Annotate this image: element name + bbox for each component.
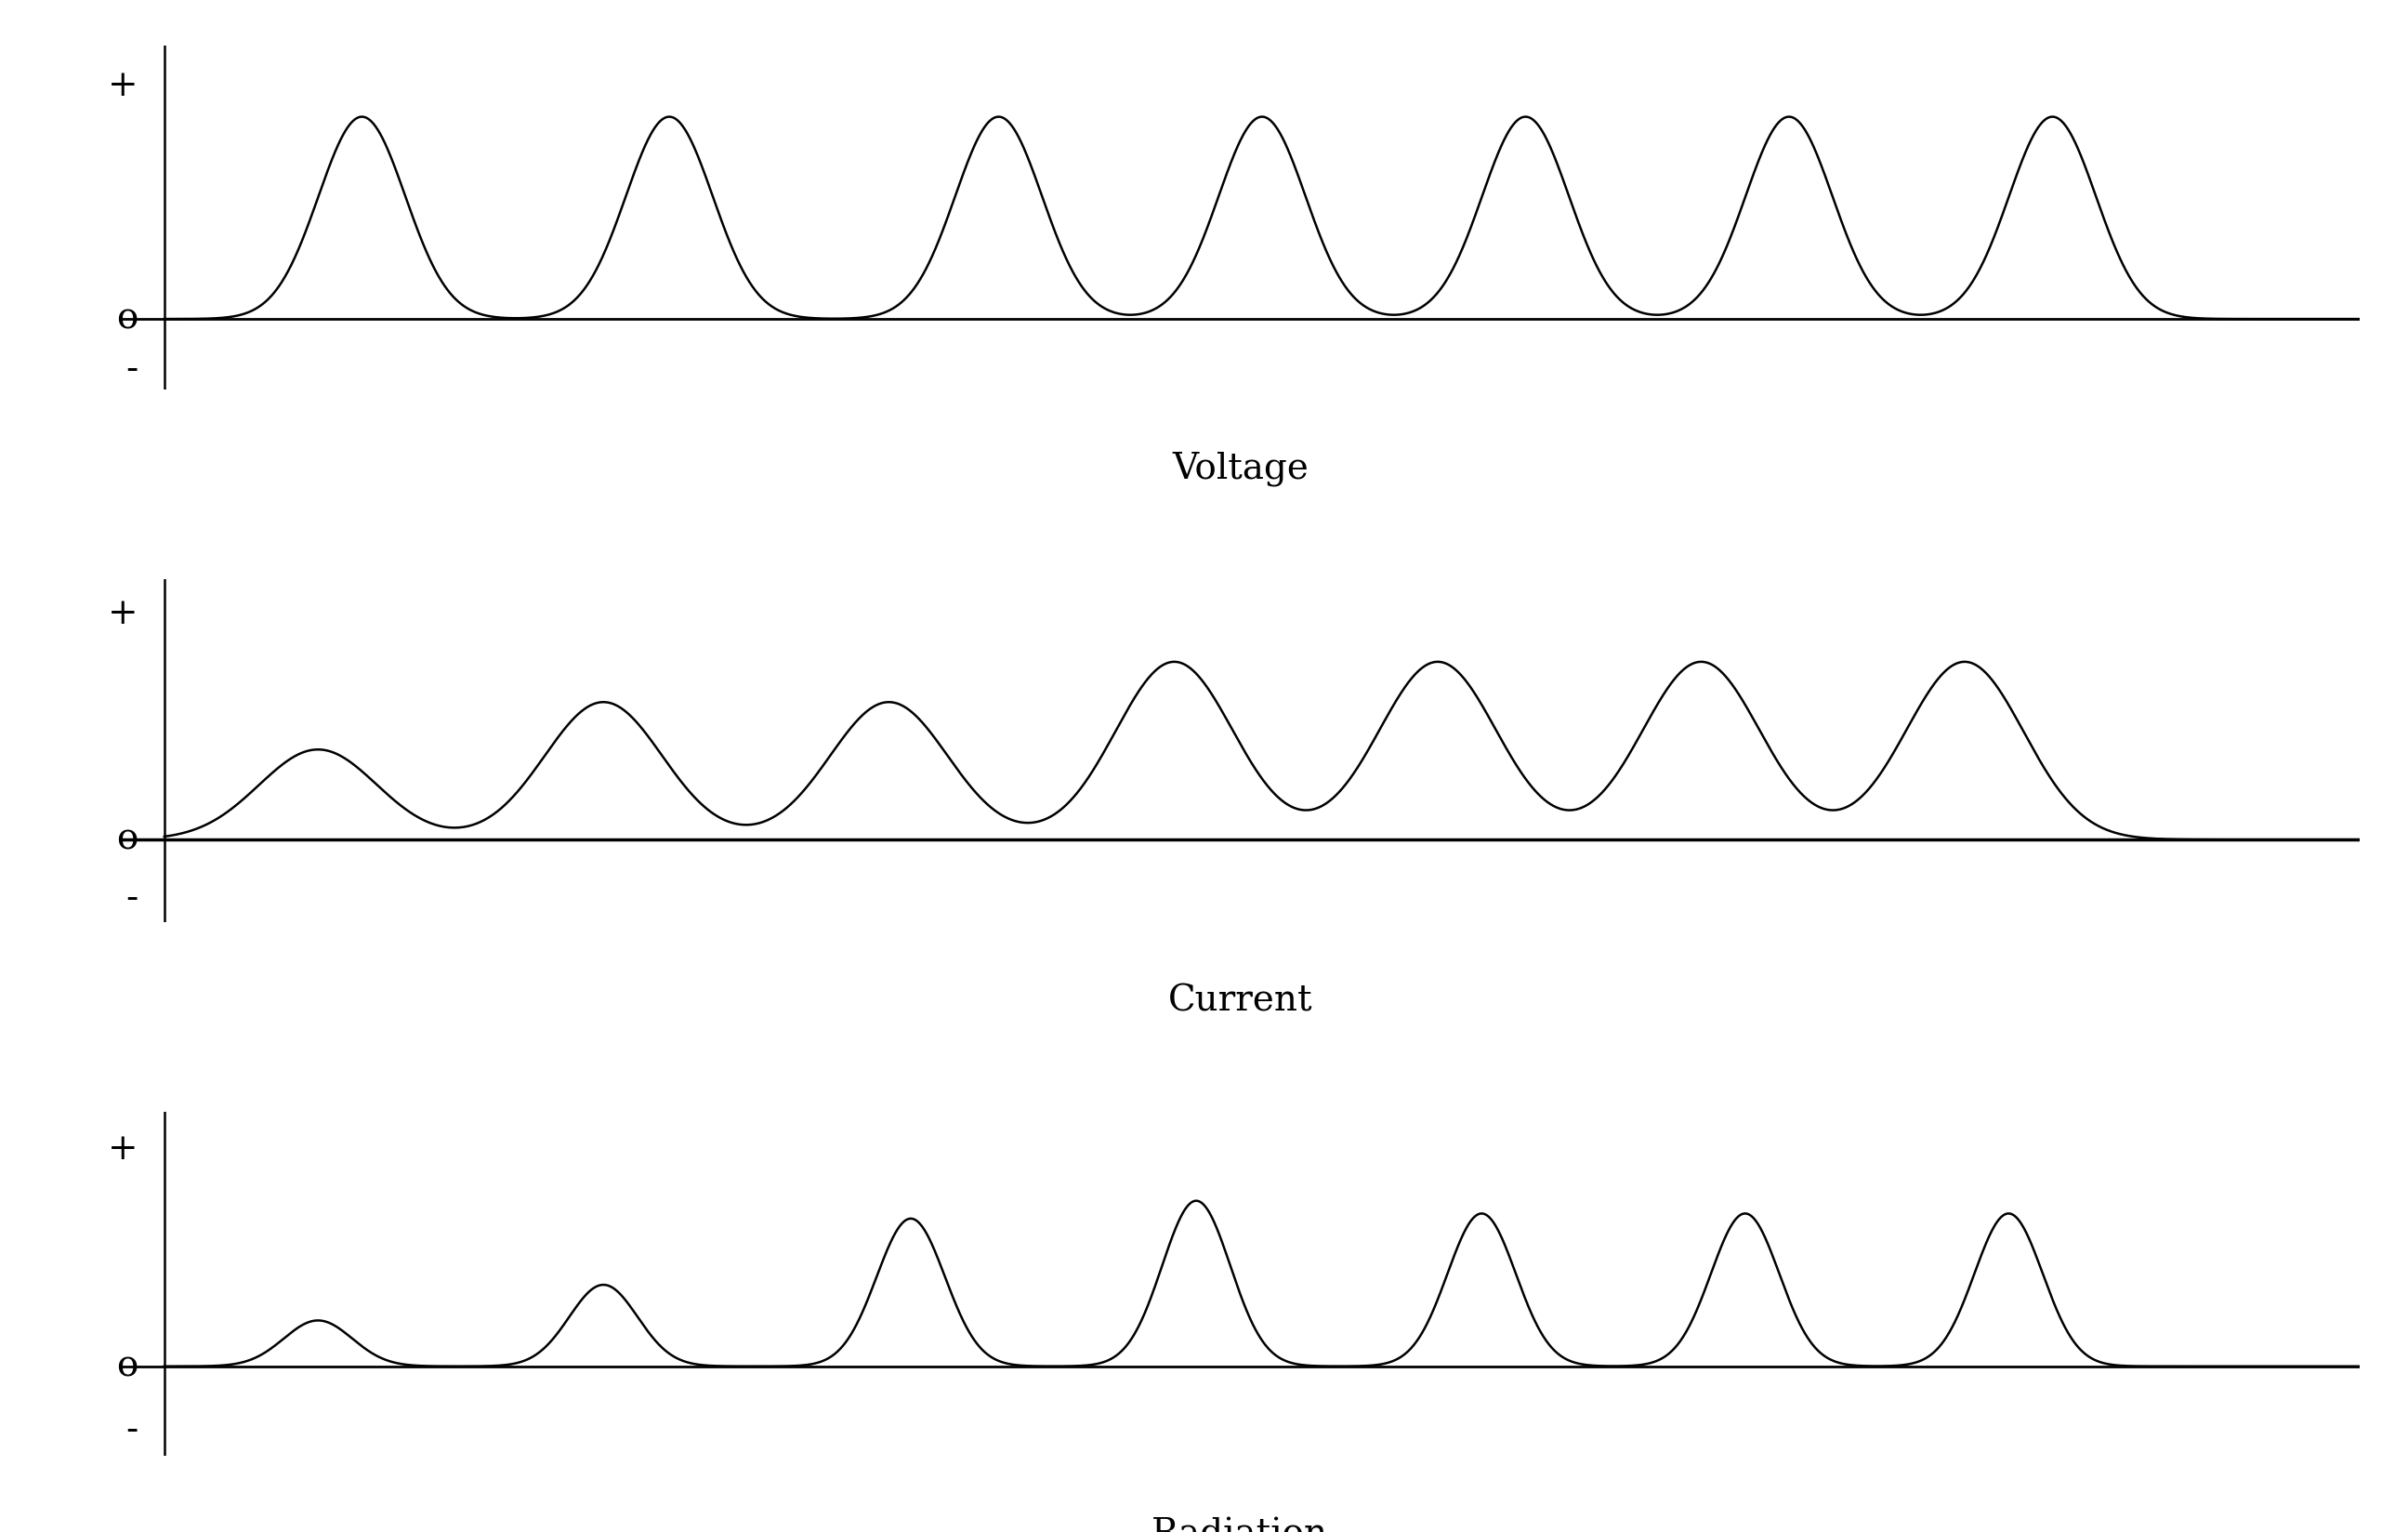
Text: Radiation: Radiation — [1151, 1517, 1329, 1532]
Text: -: - — [125, 352, 137, 386]
Text: -: - — [125, 1413, 137, 1448]
Text: o: o — [116, 823, 137, 856]
Text: +: + — [108, 597, 137, 631]
Text: Voltage: Voltage — [1173, 452, 1308, 487]
Text: -: - — [125, 881, 137, 916]
Text: +: + — [108, 1132, 137, 1167]
Text: +: + — [108, 69, 137, 104]
Text: o: o — [116, 1350, 137, 1383]
Text: o: o — [116, 302, 137, 336]
Text: Current: Current — [1168, 985, 1312, 1019]
